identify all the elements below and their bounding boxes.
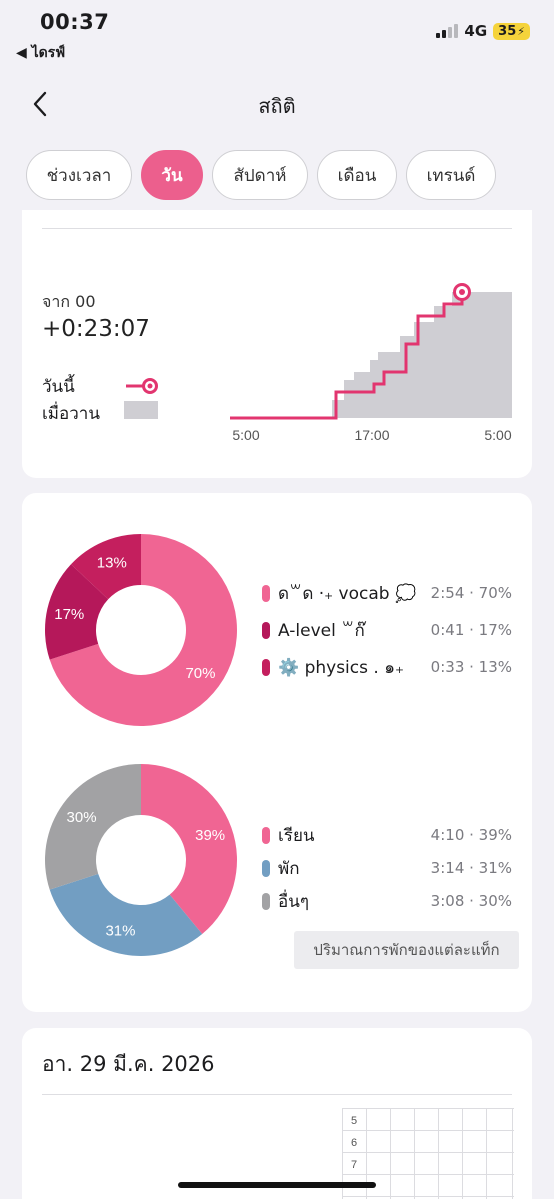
legend-today-marker <box>126 378 158 394</box>
nav-bar: สถิติ <box>0 80 554 130</box>
hour-label: 6 <box>351 1137 357 1149</box>
donut-slice-label: 13% <box>97 555 127 572</box>
tab-day[interactable]: วัน <box>141 150 203 200</box>
today-line <box>230 292 464 420</box>
charging-icon: ⚡ <box>517 24 525 38</box>
status-time: 00:37 <box>40 10 110 34</box>
legend-name: A-level ꒳ก๊ <box>278 620 365 641</box>
legend-yesterday-swatch <box>124 401 158 419</box>
tab-trend[interactable]: เทรนด์ <box>406 150 496 200</box>
timeline-grid: 5 6 7 <box>342 1108 514 1199</box>
donut-slice <box>45 564 109 660</box>
legend-name: เรียน <box>278 825 315 846</box>
legend-value: 0:33 · 13% <box>430 658 512 676</box>
legend-name: ⚙️ physics . ๑₊ <box>278 657 404 678</box>
today-current-marker <box>453 283 471 301</box>
legend-value: 4:10 · 39% <box>430 826 512 844</box>
legend-swatch <box>262 859 270 877</box>
date-title: อา. 29 มี.ค. 2026 <box>42 1052 215 1076</box>
legend-row[interactable]: เรียน 4:10 · 39% <box>262 823 512 847</box>
legend-today-label: วันนี้ <box>42 377 75 397</box>
network-type: 4G <box>464 22 488 40</box>
breakdown-card: 70% 17% 13% ด꒳ด ‧₊ vocab 💭 2:54 · 70% A-le… <box>22 493 532 1012</box>
battery-level: 35 <box>498 23 517 39</box>
donut-slice <box>141 764 238 934</box>
from-label: จาก 00 <box>42 292 96 311</box>
status-bar: 00:37 ◀ ไดรฟ์ 4G 35 ⚡ <box>0 0 554 70</box>
legend-value: 3:08 · 30% <box>430 892 512 910</box>
x-tick-label: 5:00 <box>484 427 511 443</box>
legend-swatch <box>262 584 270 602</box>
legend-swatch <box>262 892 270 910</box>
status-indicators: 4G 35 ⚡ <box>436 22 530 40</box>
divider <box>42 228 512 229</box>
cumulative-chart: 5:00 17:00 5:00 <box>230 283 512 443</box>
legend-swatch <box>262 621 270 639</box>
back-to-app-link[interactable]: ◀ ไดรฟ์ <box>16 45 66 61</box>
legend-swatch <box>262 658 270 676</box>
back-button[interactable] <box>26 86 54 122</box>
donut-slice <box>44 764 141 890</box>
tab-month[interactable]: เดือน <box>317 150 397 200</box>
page-title: สถิติ <box>258 94 296 118</box>
legend-row[interactable]: อื่นๆ 3:08 · 30% <box>262 889 512 913</box>
period-tabs: ช่วงเวลา วัน สัปดาห์ เดือน เทรนด์ <box>26 150 496 200</box>
legend-value: 3:14 · 31% <box>430 859 512 877</box>
legend-yesterday-label: เมื่อวาน <box>42 404 100 424</box>
donut-slice <box>71 534 141 600</box>
legend-row[interactable]: A-level ꒳ก๊ 0:41 · 17% <box>262 618 512 642</box>
legend-row[interactable]: ⚙️ physics . ๑₊ 0:33 · 13% <box>262 655 512 679</box>
cumulative-card: จาก 00 +0:23:07 วันนี้ เมื่อวาน 5:00 17:… <box>22 210 532 478</box>
donut-slice-label: 31% <box>105 923 135 940</box>
difference-value: +0:23:07 <box>42 316 150 342</box>
legend-name: อื่นๆ <box>278 891 309 912</box>
legend-row[interactable]: ด꒳ด ‧₊ vocab 💭 2:54 · 70% <box>262 581 512 605</box>
hour-label: 5 <box>351 1115 357 1127</box>
subjects-donut-chart: 70% 17% 13% <box>45 534 237 726</box>
legend-value: 2:54 · 70% <box>430 584 512 602</box>
activity-donut-chart: 39% 31% 30% <box>44 764 238 956</box>
home-indicator <box>178 1182 376 1188</box>
yesterday-area <box>332 292 512 418</box>
donut-slice <box>49 873 203 956</box>
divider <box>42 1094 512 1095</box>
chevron-left-icon <box>33 91 47 117</box>
tab-range[interactable]: ช่วงเวลา <box>26 150 132 200</box>
x-tick-label: 17:00 <box>354 427 389 443</box>
hour-label: 7 <box>351 1159 357 1171</box>
donut-slice-label: 30% <box>67 809 97 826</box>
donut-slice-label: 70% <box>185 665 215 682</box>
tab-week[interactable]: สัปดาห์ <box>212 150 308 200</box>
day-timeline-card: อา. 29 มี.ค. 2026 5 6 7 <box>22 1028 532 1199</box>
x-tick-label: 5:00 <box>232 427 259 443</box>
battery-icon: 35 ⚡ <box>493 22 530 40</box>
legend-value: 0:41 · 17% <box>430 621 512 639</box>
legend-name: พัก <box>278 858 300 879</box>
legend-swatch <box>262 826 270 844</box>
legend-row[interactable]: พัก 3:14 · 31% <box>262 856 512 880</box>
legend-name: ด꒳ด ‧₊ vocab 💭 <box>278 583 417 604</box>
signal-icon <box>436 24 459 38</box>
donut-slice <box>49 534 237 726</box>
break-per-tag-button[interactable]: ปริมาณการพักของแต่ละแท็ก <box>294 931 519 969</box>
donut-slice-label: 39% <box>195 827 225 844</box>
donut-slice-label: 17% <box>54 606 84 623</box>
